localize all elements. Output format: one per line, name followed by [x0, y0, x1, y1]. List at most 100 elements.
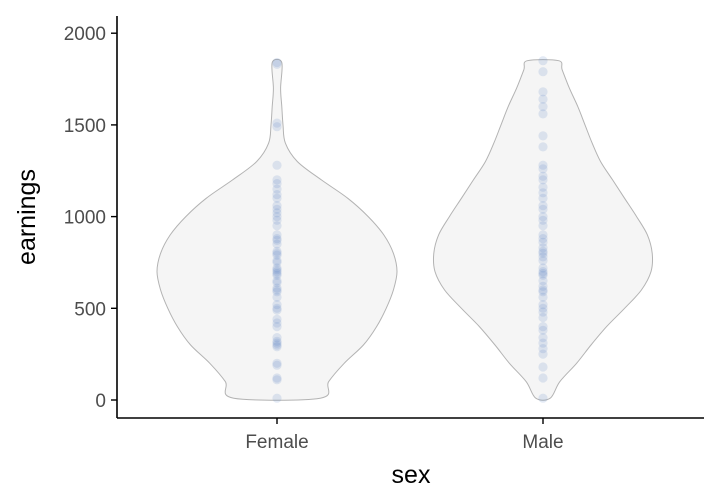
data-point [272, 190, 282, 200]
data-point [538, 333, 548, 343]
data-point [538, 393, 548, 403]
data-point [538, 267, 548, 277]
data-point [272, 393, 282, 403]
data-point [538, 215, 548, 225]
data-point [538, 142, 548, 152]
data-point [272, 193, 282, 203]
x-axis-ticks: Female Male [245, 418, 564, 453]
data-point [272, 250, 282, 260]
data-point [272, 305, 282, 315]
data-point [272, 179, 282, 189]
data-point [538, 160, 548, 170]
data-point [538, 109, 548, 119]
data-point [538, 56, 548, 66]
y-axis-ticks: 0 500 1000 1500 2000 [64, 24, 117, 412]
data-point [538, 268, 548, 279]
data-point [538, 312, 548, 323]
data-point [538, 193, 548, 203]
data-point [272, 276, 282, 286]
data-point [272, 215, 282, 225]
data-point [538, 164, 548, 174]
data-point [538, 237, 548, 247]
data-point [272, 208, 282, 218]
data-point [538, 248, 548, 258]
data-point [538, 362, 548, 372]
data-point [272, 230, 282, 240]
x-axis-title: sex [392, 461, 431, 489]
data-point [272, 338, 282, 348]
data-point [538, 287, 548, 297]
data-point [272, 234, 282, 244]
data-point [272, 336, 282, 346]
data-point [272, 201, 282, 211]
data-point [538, 325, 548, 335]
data-point [272, 257, 282, 267]
data-point [272, 287, 282, 297]
data-point [538, 349, 548, 359]
points-layer [272, 56, 548, 403]
data-point [272, 221, 282, 231]
data-point [272, 122, 282, 132]
data-point [272, 118, 282, 128]
data-point [538, 281, 548, 291]
data-point [538, 276, 548, 286]
data-point [538, 322, 548, 332]
data-point [538, 221, 548, 231]
y-tick-label: 1500 [64, 116, 106, 137]
data-point [538, 243, 548, 253]
data-point [538, 182, 548, 192]
data-point [538, 131, 548, 141]
violin-female [156, 58, 398, 401]
data-point [538, 270, 548, 280]
data-point [538, 102, 548, 112]
y-tick-label: 1000 [64, 208, 106, 229]
data-point [538, 201, 548, 211]
data-point [272, 285, 282, 295]
data-point [538, 373, 548, 383]
data-point [272, 59, 282, 69]
data-point [272, 267, 282, 277]
data-point [272, 239, 282, 249]
data-point [272, 212, 282, 222]
data-point [272, 303, 282, 313]
data-point [272, 265, 282, 275]
data-point [538, 252, 548, 262]
x-tick-label: Male [522, 432, 563, 453]
data-point [272, 292, 282, 302]
data-point [538, 212, 548, 222]
data-point [272, 314, 282, 324]
data-point [538, 87, 548, 97]
data-point [272, 283, 282, 293]
data-point [272, 300, 282, 310]
data-point [272, 256, 282, 266]
y-tick-label: 500 [74, 299, 106, 320]
data-point [272, 375, 282, 385]
y-tick-label: 2000 [64, 24, 106, 45]
data-point [272, 263, 282, 273]
data-point [272, 342, 282, 352]
data-point [538, 300, 548, 310]
y-axis-title: earnings [13, 169, 41, 265]
data-point [538, 285, 548, 295]
data-point [272, 358, 282, 368]
data-point [538, 67, 548, 77]
data-point [272, 248, 282, 258]
data-point [272, 318, 282, 328]
violin-male [432, 59, 654, 401]
data-point [538, 94, 548, 104]
x-tick-label: Female [245, 432, 308, 453]
data-point [272, 57, 282, 68]
data-point [272, 278, 282, 288]
data-point [538, 204, 548, 214]
data-point [538, 230, 548, 240]
data-point [272, 322, 282, 332]
data-point [538, 246, 548, 256]
data-point [272, 204, 282, 214]
data-point [272, 360, 282, 370]
data-point [538, 303, 548, 313]
data-point [272, 235, 282, 245]
data-point [538, 307, 548, 317]
violins-layer [156, 58, 654, 401]
data-point [538, 344, 548, 354]
